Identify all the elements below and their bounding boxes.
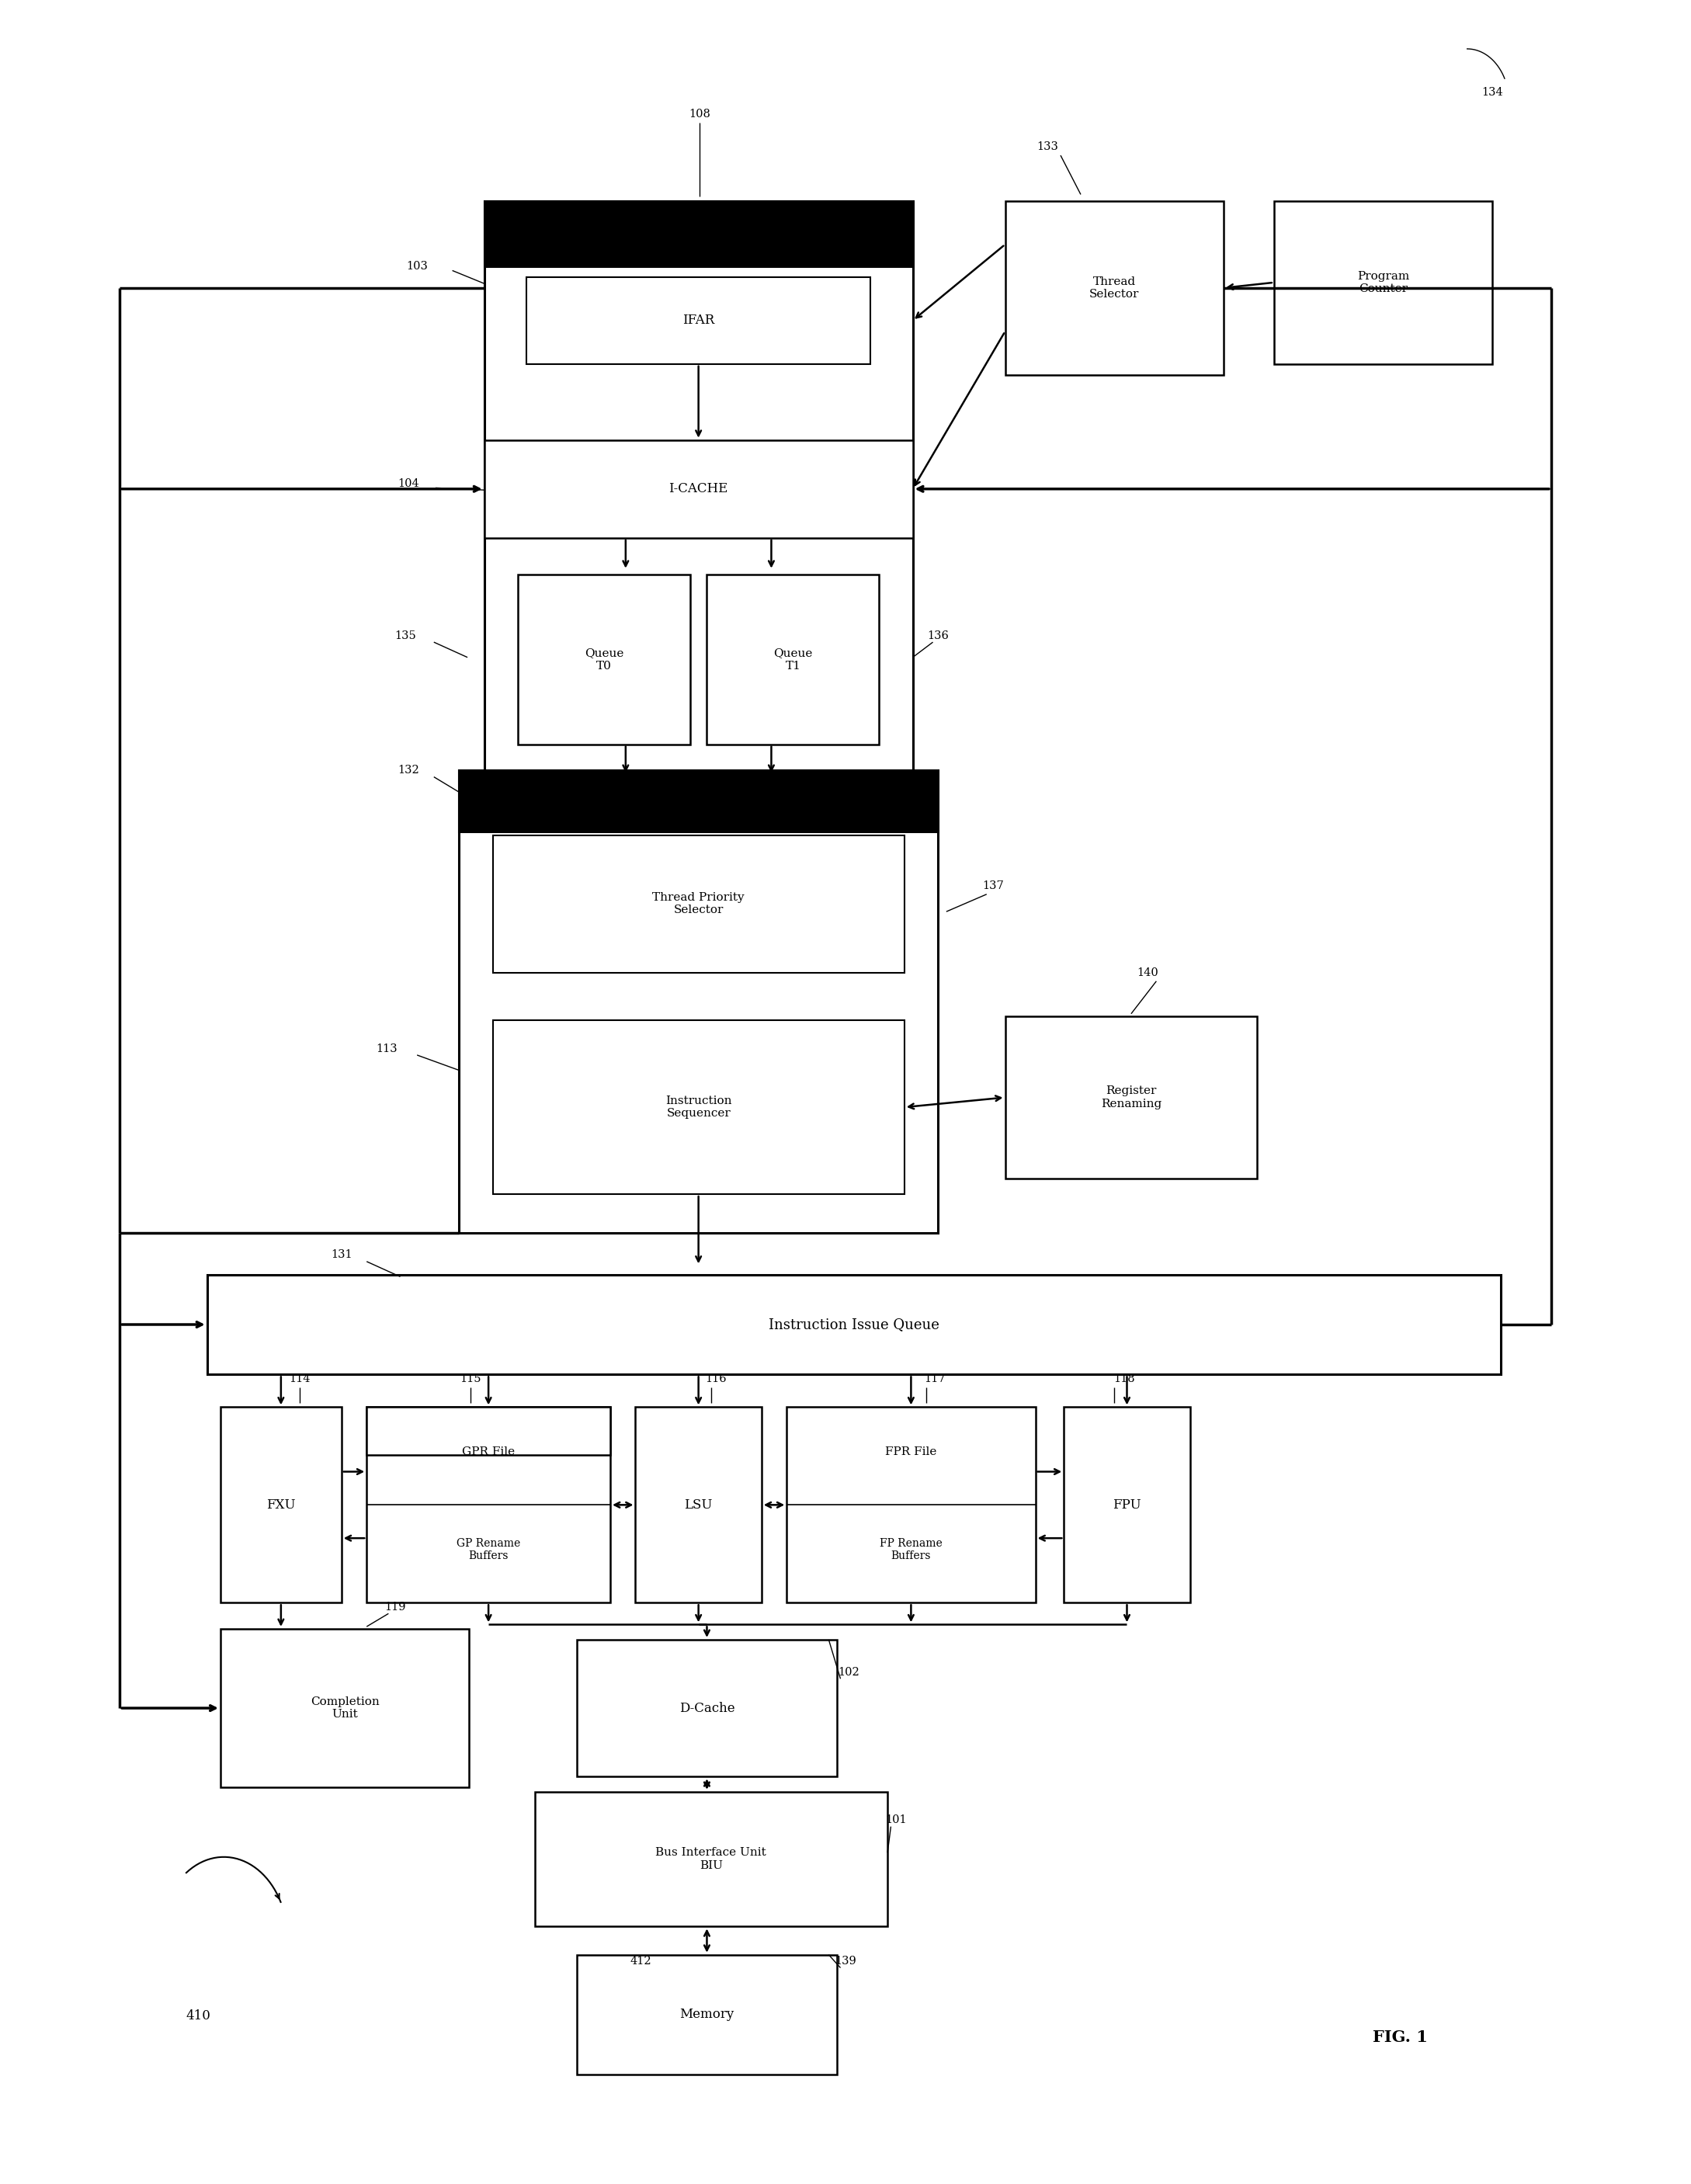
Text: 410: 410 [186,2009,211,2022]
Bar [577,1955,837,2075]
Text: Completion
Unit: Completion Unit [311,1697,379,1719]
Bar [517,574,690,745]
Bar [1004,1016,1256,1179]
Bar [492,1020,905,1195]
Text: 118: 118 [1114,1374,1135,1385]
Bar [1064,1406,1190,1603]
Text: Queue
T1: Queue T1 [773,649,813,670]
Bar [458,771,939,1234]
Bar [484,201,913,799]
Bar [367,1406,610,1455]
Bar [1004,201,1224,376]
Text: I-CACHE: I-CACHE [670,483,729,496]
Text: FPU: FPU [1113,1498,1141,1511]
Text: 115: 115 [460,1374,482,1385]
Text: 103: 103 [406,260,428,271]
Text: Thread
Selector: Thread Selector [1089,275,1140,299]
Text: IFU: IFU [683,227,714,240]
Text: FPR File: FPR File [886,1446,937,1457]
Text: IFAR: IFAR [683,314,715,328]
Text: 117: 117 [923,1374,945,1385]
Bar [484,201,913,266]
Text: 108: 108 [688,109,710,120]
Text: 119: 119 [384,1601,406,1612]
Text: Bus Interface Unit
BIU: Bus Interface Unit BIU [656,1848,766,1872]
Text: FXU: FXU [267,1498,296,1511]
Text: GPR File: GPR File [462,1446,514,1457]
Text: 132: 132 [397,764,419,775]
Text: 104: 104 [397,478,419,489]
Text: Thread Priority
Selector: Thread Priority Selector [653,893,744,915]
Bar [534,1791,888,1926]
Bar [526,277,871,365]
Text: Instruction
Sequencer: Instruction Sequencer [665,1096,732,1118]
Text: 135: 135 [394,631,416,642]
Text: IDU: IDU [681,793,715,808]
Text: 139: 139 [835,1957,856,1968]
Bar [577,1640,837,1776]
Text: 133: 133 [1037,142,1059,153]
Text: Register
Renaming: Register Renaming [1101,1085,1162,1109]
Text: 140: 140 [1136,968,1158,978]
Text: LSU: LSU [685,1498,712,1511]
Text: 136: 136 [927,631,949,642]
Bar [707,574,879,745]
Text: Instruction Issue Queue: Instruction Issue Queue [768,1317,939,1332]
Bar [220,1406,342,1603]
Text: 131: 131 [331,1249,352,1260]
Text: 134: 134 [1481,87,1503,98]
Bar [492,836,905,972]
Text: Program
Counter: Program Counter [1358,271,1409,295]
Text: D-Cache: D-Cache [680,1701,734,1714]
Bar [1273,201,1493,365]
Bar [220,1629,468,1787]
Text: FP Rename
Buffers: FP Rename Buffers [879,1538,942,1562]
Text: 137: 137 [982,880,1004,891]
Bar [367,1406,610,1603]
Text: GP Rename
Buffers: GP Rename Buffers [457,1538,521,1562]
Text: 114: 114 [289,1374,309,1385]
Text: Queue
T0: Queue T0 [585,649,624,670]
Bar [636,1406,761,1603]
Text: 113: 113 [375,1044,397,1055]
Bar [458,771,939,832]
Text: FIG. 1: FIG. 1 [1373,2029,1427,2044]
Text: 412: 412 [629,1957,651,1968]
Bar [484,439,913,537]
Text: 116: 116 [705,1374,727,1385]
Text: Memory: Memory [680,2007,734,2020]
Text: 101: 101 [884,1815,906,1826]
Bar [786,1406,1035,1603]
Bar [206,1275,1502,1374]
Text: 102: 102 [839,1666,859,1677]
